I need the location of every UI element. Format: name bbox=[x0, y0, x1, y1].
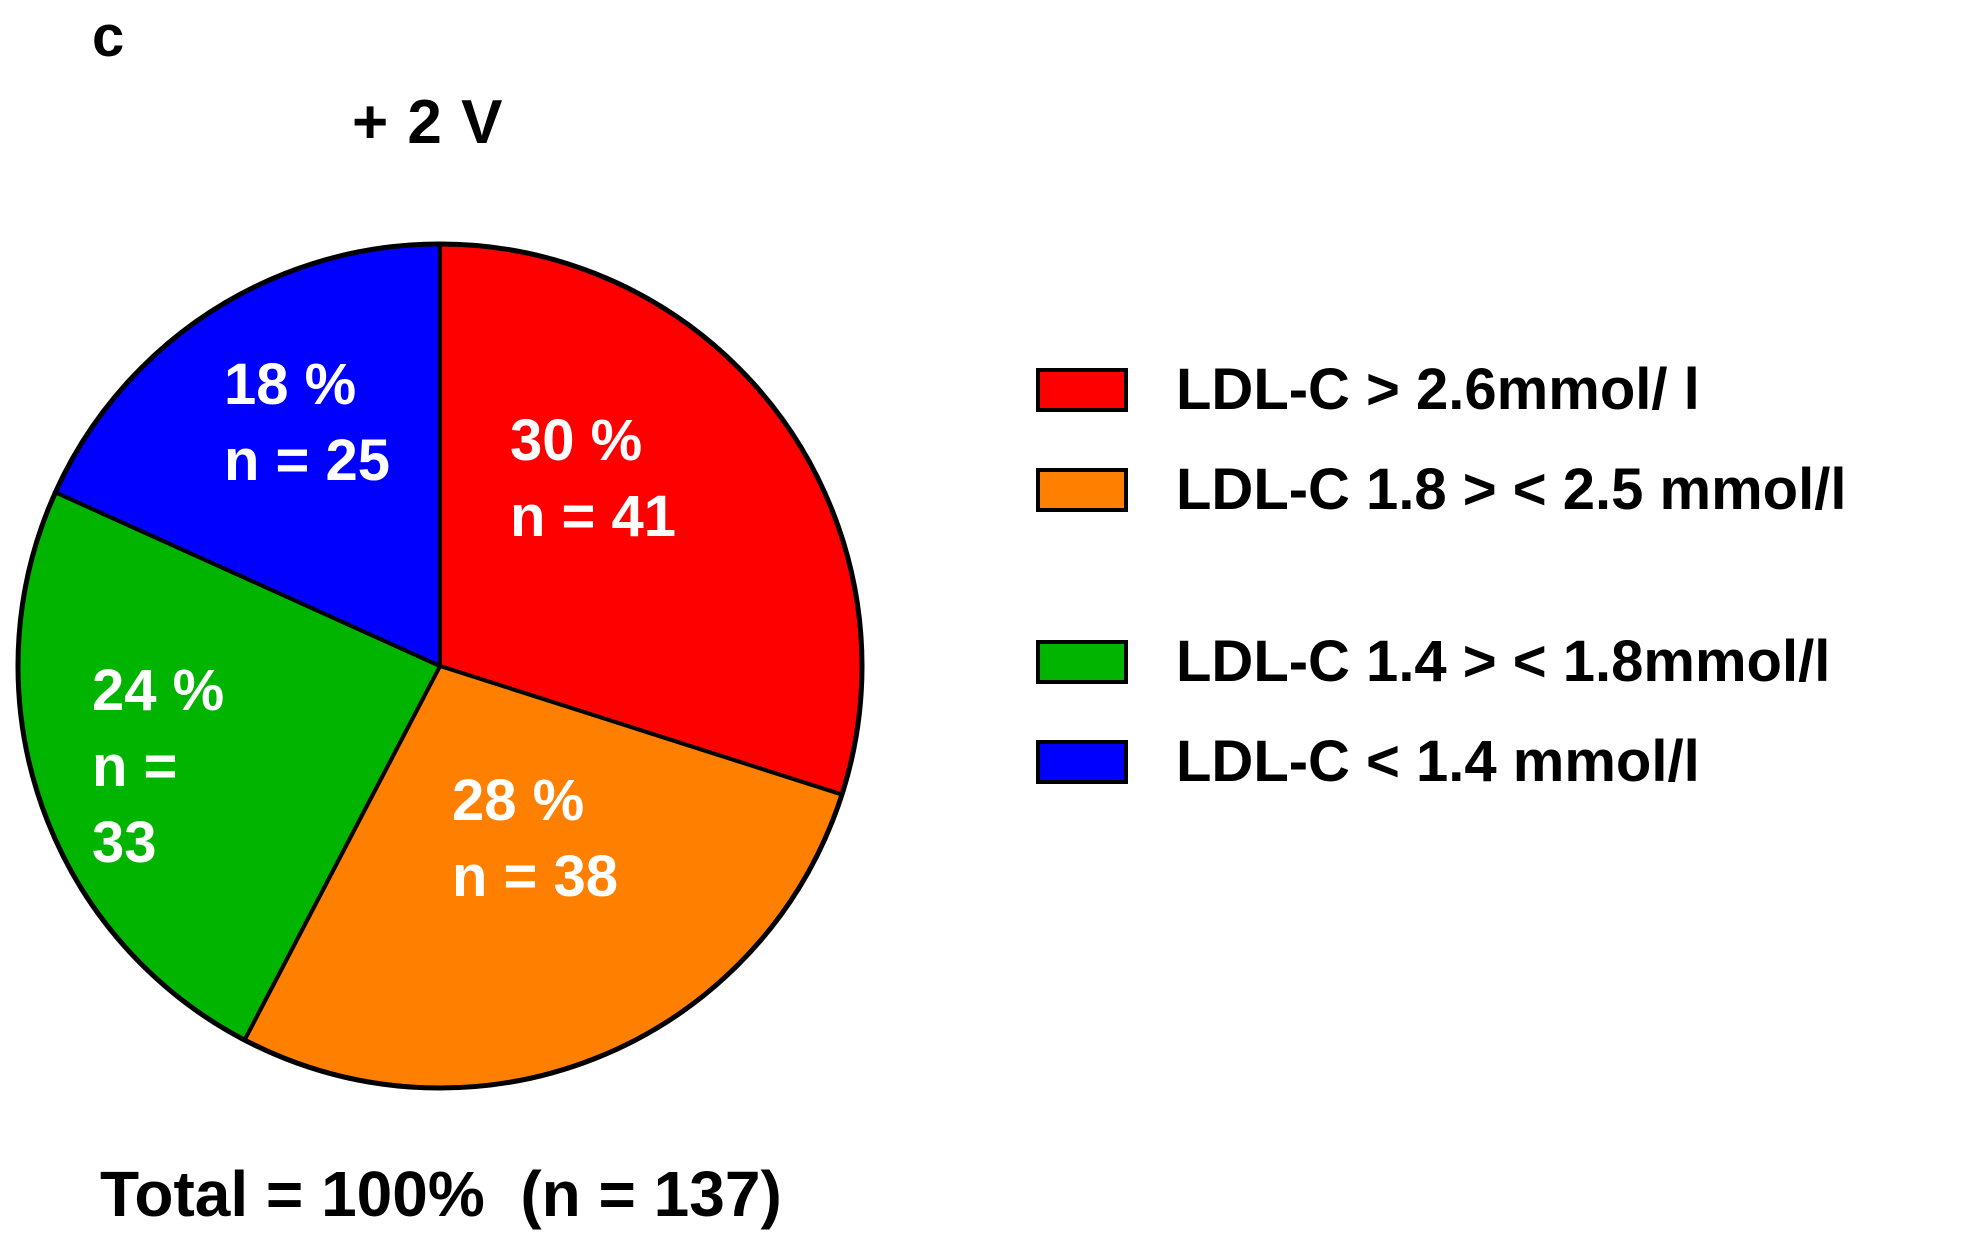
legend-label: LDL-C 1.8 > < 2.5 mmol/l bbox=[1176, 457, 1847, 522]
legend-label: LDL-C < 1.4 mmol/l bbox=[1176, 729, 1700, 794]
slice-count-label: n = 38 bbox=[452, 844, 618, 909]
slice-count-label: n = 25 bbox=[224, 428, 390, 493]
legend-item-1-4-to-1-8: LDL-C 1.4 > < 1.8mmol/l bbox=[1036, 632, 1830, 692]
legend-item-lt-1-4: LDL-C < 1.4 mmol/l bbox=[1036, 732, 1700, 792]
chart-title: + 2 V bbox=[352, 88, 504, 157]
legend-swatch-green bbox=[1036, 640, 1128, 684]
slice-count-label: 33 bbox=[92, 810, 157, 875]
legend-swatch-blue bbox=[1036, 740, 1128, 784]
legend-label: LDL-C 1.4 > < 1.8mmol/l bbox=[1176, 629, 1831, 694]
legend-swatch-red bbox=[1036, 368, 1128, 412]
slice-count-label: n = 41 bbox=[510, 484, 676, 549]
panel-letter: c bbox=[92, 4, 125, 69]
slice-percent-label: 28 % bbox=[452, 768, 584, 833]
legend-item-1-8-to-2-5: LDL-C 1.8 > < 2.5 mmol/l bbox=[1036, 460, 1846, 520]
legend-swatch-orange bbox=[1036, 468, 1128, 512]
legend-label: LDL-C > 2.6mmol/ l bbox=[1176, 357, 1700, 422]
legend-item-gt-2-6: LDL-C > 2.6mmol/ l bbox=[1036, 360, 1700, 420]
slice-percent-label: 18 % bbox=[224, 352, 356, 417]
slice-percent-label: 24 % bbox=[92, 658, 224, 723]
slice-count-label: n = bbox=[92, 734, 177, 799]
total-footer: Total = 100% (n = 137) bbox=[100, 1158, 782, 1230]
pie-outline bbox=[15, 241, 865, 1091]
slice-percent-label: 30 % bbox=[510, 408, 642, 473]
